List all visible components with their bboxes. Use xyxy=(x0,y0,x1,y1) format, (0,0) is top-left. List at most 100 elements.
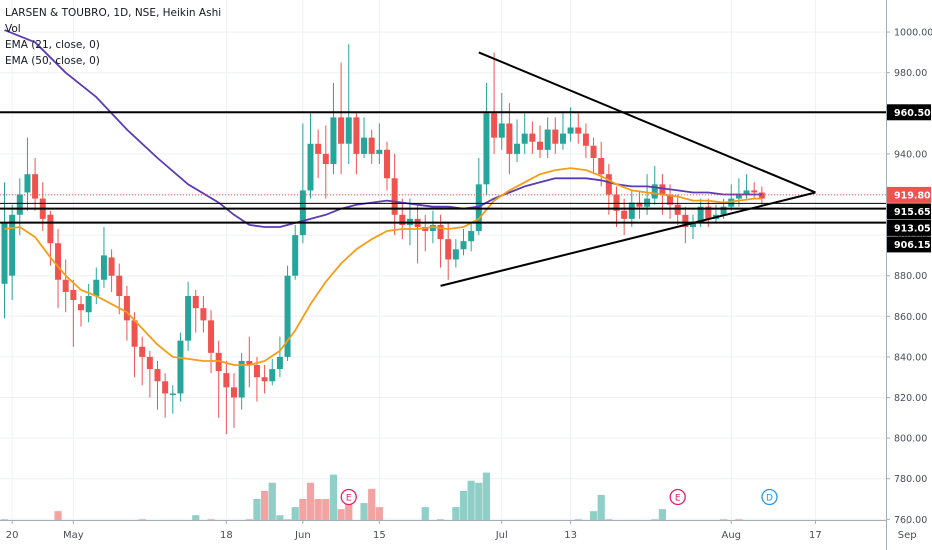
candle-body xyxy=(514,143,521,154)
candle-body xyxy=(667,194,674,205)
candle-body xyxy=(93,279,100,296)
x-tick-label: Sep xyxy=(898,530,917,541)
y-tick-label: 900.00 xyxy=(894,231,927,242)
price-tag-label: 919.80 xyxy=(894,190,931,201)
price-tag-label: 913.05 xyxy=(894,223,931,234)
legend-ema50[interactable]: EMA (50, close, 0) xyxy=(5,55,100,67)
candle-body xyxy=(315,143,322,154)
candle-body xyxy=(659,184,666,195)
ema50-line xyxy=(4,29,762,228)
candle-body xyxy=(78,304,84,311)
y-tick-label: 820.00 xyxy=(894,393,927,404)
candle-body xyxy=(353,117,360,154)
candle-body xyxy=(238,360,245,398)
candle-body xyxy=(154,369,161,382)
legend-ema21[interactable]: EMA (21, close, 0) xyxy=(5,39,100,51)
candle-body xyxy=(284,275,291,357)
candle-body xyxy=(1,222,8,284)
candle-body xyxy=(185,296,192,341)
candle-body xyxy=(123,296,130,321)
price-tag xyxy=(887,236,931,253)
event-marker-label: D xyxy=(766,494,773,504)
legend-vol[interactable]: Vol xyxy=(5,23,21,35)
candle-body xyxy=(391,178,398,215)
symbol-title[interactable]: LARSEN & TOUBRO, 1D, NSE, Heikin Ashi xyxy=(5,7,222,19)
candle-body xyxy=(644,198,651,207)
candle-body xyxy=(345,117,352,144)
y-tick-label: 1000.00 xyxy=(894,28,932,39)
candle-body xyxy=(690,222,696,227)
candle-body xyxy=(338,117,345,144)
y-tick-label: 860.00 xyxy=(894,312,927,323)
candle-body xyxy=(322,153,329,165)
y-tick-label: 980.00 xyxy=(894,68,927,79)
candle-body xyxy=(445,239,452,260)
event-marker-label: E xyxy=(675,494,681,504)
x-tick-label: Jun xyxy=(294,530,311,541)
candle-body xyxy=(636,202,643,207)
candle-body xyxy=(575,127,582,134)
y-tick-label: 800.00 xyxy=(894,434,927,445)
candle-body xyxy=(720,206,727,215)
candle-body xyxy=(621,210,628,219)
triangle-upper-line xyxy=(478,51,816,194)
price-tag-label: 906.15 xyxy=(894,240,931,251)
candle-body xyxy=(705,206,712,219)
time-axis-panel xyxy=(0,520,886,550)
volume-bar xyxy=(475,482,483,550)
candle-body xyxy=(483,113,490,185)
horizontal-levels[interactable] xyxy=(0,111,886,224)
candle-body xyxy=(437,224,444,240)
ema-lines xyxy=(4,29,762,366)
candlesticks xyxy=(1,44,765,435)
volume-bar xyxy=(329,474,338,550)
event-marker-icon xyxy=(669,488,686,506)
candle-body xyxy=(139,346,146,357)
candle-body xyxy=(253,365,260,378)
x-tick-label: Aug xyxy=(721,530,741,541)
candle-body xyxy=(452,249,459,260)
candle-body xyxy=(751,190,758,193)
candle-body xyxy=(460,241,467,250)
volume-bar xyxy=(368,488,376,550)
x-tick-label: May xyxy=(63,530,84,541)
candle-body xyxy=(108,257,115,276)
candle-body xyxy=(177,340,184,394)
candle-body xyxy=(674,204,681,215)
candle-body xyxy=(55,243,62,280)
candle-body xyxy=(9,214,16,276)
candle-body xyxy=(399,214,406,225)
candle-body xyxy=(758,192,765,199)
y-tick-label: 760.00 xyxy=(894,515,927,526)
candle-body xyxy=(559,133,566,144)
candle-body xyxy=(537,141,543,150)
candle-body xyxy=(384,149,390,179)
candle-body xyxy=(100,255,107,280)
candle-body xyxy=(307,143,314,191)
y-tick-label: 880.00 xyxy=(894,271,927,282)
candle-body xyxy=(62,279,69,292)
x-tick-label: 18 xyxy=(220,530,233,541)
candle-body xyxy=(131,320,138,347)
candle-body xyxy=(85,296,92,313)
event-marker-icon xyxy=(340,488,357,506)
candle-body xyxy=(582,133,589,146)
price-tag xyxy=(887,219,931,236)
y-tick-label: 940.00 xyxy=(894,149,927,160)
event-marker-icon xyxy=(761,488,778,506)
candle-body xyxy=(605,174,612,195)
candle-body xyxy=(468,231,475,242)
triangle-drawing[interactable] xyxy=(440,51,816,287)
candle-body xyxy=(47,214,54,244)
candle-body xyxy=(590,145,597,158)
x-tick-label: 13 xyxy=(564,530,577,541)
chart-grid xyxy=(0,0,908,520)
candle-body xyxy=(70,289,77,301)
y-tick-label: 840.00 xyxy=(894,352,927,363)
candle-body xyxy=(208,320,215,353)
volume-bar xyxy=(467,480,475,550)
price-axis-panel xyxy=(886,0,932,550)
